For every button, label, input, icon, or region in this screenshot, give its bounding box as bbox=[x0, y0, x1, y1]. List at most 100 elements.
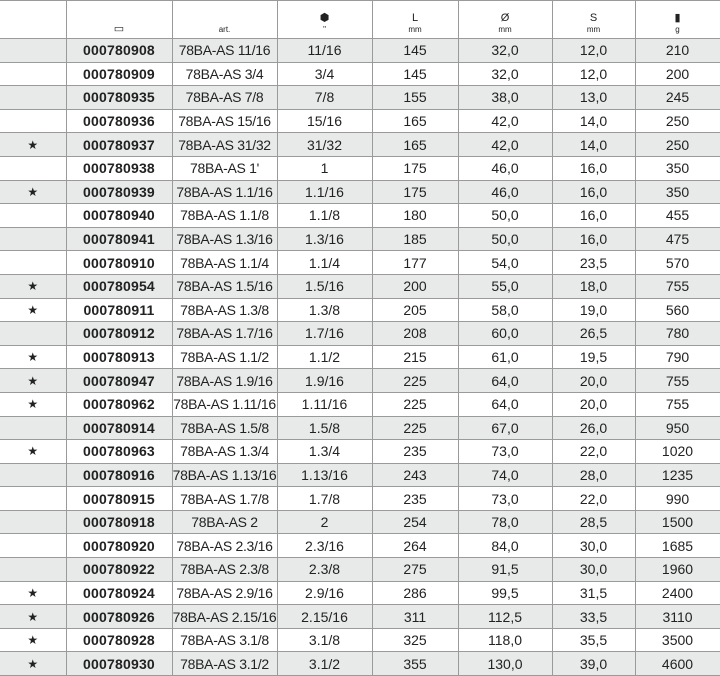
diameter-mm: 67,0 bbox=[457, 415, 553, 441]
diameter-mm: 112,5 bbox=[457, 604, 553, 629]
star-icon: ★ bbox=[0, 132, 67, 157]
weight-g: 790 bbox=[634, 344, 720, 370]
article-code: 000780963 bbox=[65, 439, 173, 464]
article-code: 000780922 bbox=[65, 557, 173, 582]
diameter-mm: 46,0 bbox=[457, 155, 553, 181]
star-icon: ★ bbox=[0, 651, 67, 676]
article-code: 000780916 bbox=[65, 462, 173, 488]
length-mm: 225 bbox=[371, 391, 459, 417]
weight-g: 200 bbox=[634, 61, 720, 87]
table-row: ★ 000780947 78BA-AS 1.9/16 1.9/16 225 64,0 20,… bbox=[0, 368, 720, 393]
length-mm: 264 bbox=[371, 533, 459, 559]
weight-g: 4600 bbox=[634, 651, 720, 676]
length-mm: 175 bbox=[371, 179, 459, 205]
table-row: 000780918 78BA-AS 2 2 254 78,0 28,5 1500 bbox=[0, 509, 720, 535]
table-row: ★ 000780913 78BA-AS 1.1/2 1.1/2 215 61,0 19,5 7… bbox=[0, 344, 720, 370]
diameter-mm: 130,0 bbox=[457, 651, 553, 676]
size-inch: 3.1/8 bbox=[276, 627, 373, 653]
article-name: 78BA-AS 2.3/8 bbox=[171, 557, 278, 582]
article-code: 000780918 bbox=[65, 509, 173, 535]
article-name: 78BA-AS 11/16 bbox=[171, 38, 278, 63]
article-name: 78BA-AS 2 bbox=[171, 509, 278, 535]
diameter-mm: 60,0 bbox=[457, 321, 553, 346]
size-inch: 2.15/16 bbox=[276, 604, 373, 629]
table-row: 000780909 78BA-AS 3/4 3/4 145 32,0 12,0 200 bbox=[0, 61, 720, 87]
s-mm: 31,5 bbox=[551, 580, 636, 606]
article-name: 78BA-AS 1.1/8 bbox=[171, 203, 278, 228]
table-row: ★ 000780954 78BA-AS 1.5/16 1.5/16 200 55,0 18,… bbox=[0, 273, 720, 299]
star-icon bbox=[0, 533, 67, 559]
length-mm: 355 bbox=[371, 651, 459, 676]
table-row: 000780922 78BA-AS 2.3/8 2.3/8 275 91,5 30,0 19… bbox=[0, 557, 720, 582]
weight-g: 350 bbox=[634, 155, 720, 181]
s-mm: 19,5 bbox=[551, 344, 636, 370]
diameter-mm: 55,0 bbox=[457, 273, 553, 299]
article-code: 000780936 bbox=[65, 108, 173, 134]
star-icon bbox=[0, 557, 67, 582]
size-inch: 1.3/4 bbox=[276, 439, 373, 464]
star-icon bbox=[0, 250, 67, 275]
diameter-mm: 42,0 bbox=[457, 108, 553, 134]
length-mm: 243 bbox=[371, 462, 459, 488]
length-mm: 225 bbox=[371, 368, 459, 393]
article-name: 78BA-AS 7/8 bbox=[171, 85, 278, 110]
size-inch: 2.3/8 bbox=[276, 557, 373, 582]
article-name: 78BA-AS 1.5/16 bbox=[171, 273, 278, 299]
table-row: 000780941 78BA-AS 1.3/16 1.3/16 185 50,0 16,0… bbox=[0, 226, 720, 252]
article-code: 000780909 bbox=[65, 61, 173, 87]
s-mm: 12,0 bbox=[551, 61, 636, 87]
size-inch: 2.9/16 bbox=[276, 580, 373, 606]
star-icon bbox=[0, 321, 67, 346]
article-name: 78BA-AS 1.7/16 bbox=[171, 321, 278, 346]
length-mm: 185 bbox=[371, 226, 459, 252]
table-row: ★ 000780939 78BA-AS 1.1/16 1.1/16 175 46,0 16,… bbox=[0, 179, 720, 205]
table-row: 000780914 78BA-AS 1.5/8 1.5/8 225 67,0 26,0 95… bbox=[0, 415, 720, 441]
size-inch: 2 bbox=[276, 509, 373, 535]
size-inch: 11/16 bbox=[276, 38, 373, 63]
length-mm: 177 bbox=[371, 250, 459, 275]
size-inch: 31/32 bbox=[276, 132, 373, 157]
star-icon bbox=[0, 226, 67, 252]
article-name: 78BA-AS 1.5/8 bbox=[171, 415, 278, 441]
length-mm: 200 bbox=[371, 273, 459, 299]
s-mm: 13,0 bbox=[551, 85, 636, 110]
article-name: 78BA-AS 2.3/16 bbox=[171, 533, 278, 559]
s-mm: 23,5 bbox=[551, 250, 636, 275]
star-icon bbox=[0, 203, 67, 228]
size-header: ⬢ " bbox=[276, 0, 373, 39]
s-mm: 28,0 bbox=[551, 462, 636, 488]
article-name: 78BA-AS 31/32 bbox=[171, 132, 278, 157]
weight-g: 780 bbox=[634, 321, 720, 346]
table-row: ★ 000780928 78BA-AS 3.1/8 3.1/8 325 118,0 35,5… bbox=[0, 627, 720, 653]
star-icon: ★ bbox=[0, 580, 67, 606]
length-mm: 145 bbox=[371, 38, 459, 63]
diameter-mm: 78,0 bbox=[457, 509, 553, 535]
s-mm: 26,5 bbox=[551, 321, 636, 346]
table-row: 000780916 78BA-AS 1.13/16 1.13/16 243 74,0 28… bbox=[0, 462, 720, 488]
article-code: 000780926 bbox=[65, 604, 173, 629]
article-code: 000780914 bbox=[65, 415, 173, 441]
size-inch: 3.1/2 bbox=[276, 651, 373, 676]
article-name: 78BA-AS 3.1/8 bbox=[171, 627, 278, 653]
weight-g: 990 bbox=[634, 486, 720, 511]
diameter-mm: 50,0 bbox=[457, 226, 553, 252]
weight-g: 1960 bbox=[634, 557, 720, 582]
s-mm: 18,0 bbox=[551, 273, 636, 299]
s-mm: 20,0 bbox=[551, 391, 636, 417]
article-name: 78BA-AS 3/4 bbox=[171, 61, 278, 87]
length-mm: 208 bbox=[371, 321, 459, 346]
article-name: 78BA-AS 1' bbox=[171, 155, 278, 181]
table-row: 000780908 78BA-AS 11/16 11/16 145 32,0 12,0 21… bbox=[0, 38, 720, 63]
weight-g: 210 bbox=[634, 38, 720, 63]
table-row: 000780936 78BA-AS 15/16 15/16 165 42,0 14,0 25… bbox=[0, 108, 720, 134]
article-code: 000780937 bbox=[65, 132, 173, 157]
s-mm: 28,5 bbox=[551, 509, 636, 535]
catalog-code-icon: ▭ bbox=[113, 23, 125, 35]
diameter-mm: 50,0 bbox=[457, 203, 553, 228]
article-code: 000780962 bbox=[65, 391, 173, 417]
article-code: 000780912 bbox=[65, 321, 173, 346]
